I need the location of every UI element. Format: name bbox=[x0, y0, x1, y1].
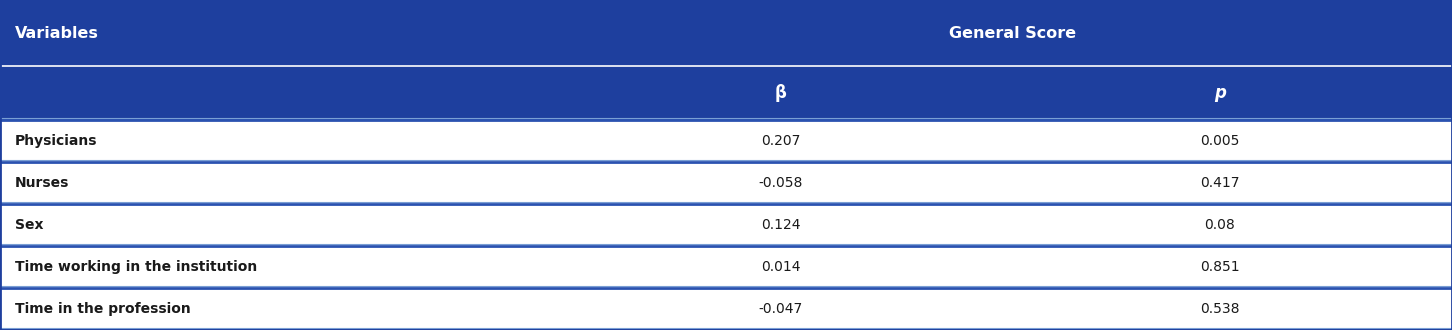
Text: 0.207: 0.207 bbox=[761, 134, 800, 148]
Text: 0.08: 0.08 bbox=[1204, 218, 1236, 232]
Text: 0.851: 0.851 bbox=[1199, 260, 1240, 274]
Bar bbox=[0, 66, 1452, 120]
Bar bbox=[0, 246, 1452, 288]
Text: Time in the profession: Time in the profession bbox=[15, 302, 190, 316]
Text: 0.005: 0.005 bbox=[1199, 134, 1240, 148]
Text: Variables: Variables bbox=[15, 25, 99, 41]
Text: Time working in the institution: Time working in the institution bbox=[15, 260, 257, 274]
Text: 0.417: 0.417 bbox=[1199, 176, 1240, 190]
Text: p: p bbox=[1214, 84, 1225, 102]
Text: Nurses: Nurses bbox=[15, 176, 68, 190]
Text: 0.014: 0.014 bbox=[761, 260, 800, 274]
Text: 0.124: 0.124 bbox=[761, 218, 800, 232]
Text: -0.058: -0.058 bbox=[758, 176, 803, 190]
Bar bbox=[0, 0, 1452, 66]
Bar bbox=[0, 288, 1452, 330]
Text: -0.047: -0.047 bbox=[758, 302, 803, 316]
Text: Physicians: Physicians bbox=[15, 134, 97, 148]
Text: General Score: General Score bbox=[950, 25, 1076, 41]
Bar bbox=[0, 120, 1452, 162]
Bar bbox=[0, 204, 1452, 246]
Text: 0.538: 0.538 bbox=[1199, 302, 1240, 316]
Text: Sex: Sex bbox=[15, 218, 44, 232]
Bar bbox=[0, 162, 1452, 204]
Text: β: β bbox=[774, 84, 787, 102]
